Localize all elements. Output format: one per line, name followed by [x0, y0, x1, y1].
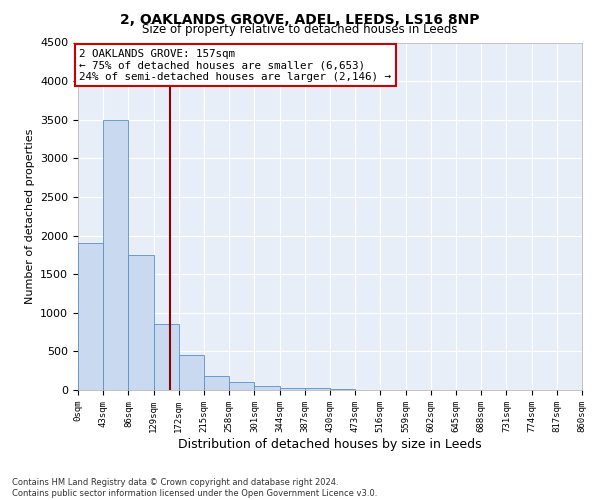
Bar: [103, 120, 128, 390]
Bar: [280, 388, 305, 390]
Text: Size of property relative to detached houses in Leeds: Size of property relative to detached ho…: [142, 22, 458, 36]
X-axis label: Distribution of detached houses by size in Leeds: Distribution of detached houses by size …: [178, 438, 482, 450]
Text: 2, OAKLANDS GROVE, ADEL, LEEDS, LS16 8NP: 2, OAKLANDS GROVE, ADEL, LEEDS, LS16 8NP: [120, 12, 480, 26]
Bar: [229, 382, 254, 390]
Bar: [154, 324, 179, 390]
Bar: [254, 386, 280, 390]
Bar: [330, 389, 355, 390]
Text: Contains HM Land Registry data © Crown copyright and database right 2024.
Contai: Contains HM Land Registry data © Crown c…: [12, 478, 377, 498]
Bar: [204, 376, 229, 390]
Bar: [179, 355, 204, 390]
Bar: [78, 244, 103, 390]
Y-axis label: Number of detached properties: Number of detached properties: [25, 128, 35, 304]
Text: 2 OAKLANDS GROVE: 157sqm
← 75% of detached houses are smaller (6,653)
24% of sem: 2 OAKLANDS GROVE: 157sqm ← 75% of detach…: [79, 48, 391, 82]
Bar: [305, 388, 330, 390]
Bar: [128, 255, 154, 390]
